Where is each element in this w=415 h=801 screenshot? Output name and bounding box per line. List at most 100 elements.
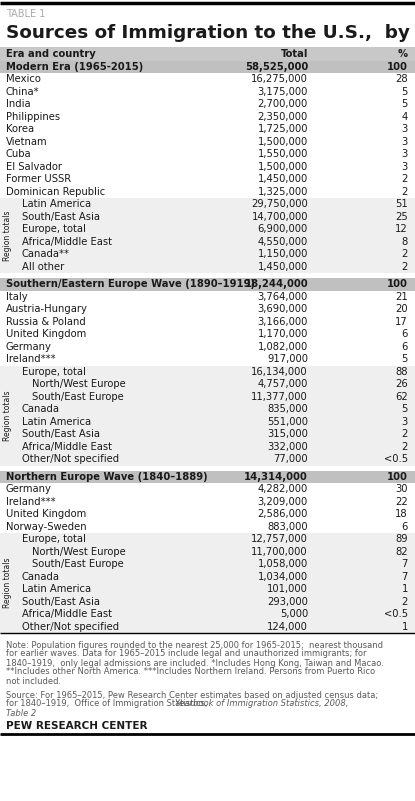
Text: Ireland***: Ireland*** [6, 354, 56, 364]
Text: 89: 89 [395, 534, 408, 544]
Text: 26: 26 [395, 379, 408, 389]
Text: South/East Asia: South/East Asia [22, 597, 100, 606]
Text: Africa/Middle East: Africa/Middle East [22, 610, 112, 619]
Text: 8: 8 [402, 237, 408, 247]
Bar [0, 303, 415, 316]
Text: 4,282,000: 4,282,000 [258, 485, 308, 494]
Text: 77,000: 77,000 [273, 454, 308, 465]
Text: 16,134,000: 16,134,000 [251, 367, 308, 376]
Text: Southern/Eastern Europe Wave (1890–1919): Southern/Eastern Europe Wave (1890–1919) [6, 280, 255, 289]
Text: Philippines: Philippines [6, 112, 60, 122]
Text: El Salvador: El Salvador [6, 162, 62, 171]
Text: 6: 6 [402, 342, 408, 352]
Text: 1,725,000: 1,725,000 [257, 124, 308, 135]
Bar [0, 61, 415, 73]
Text: Italy: Italy [6, 292, 28, 302]
Text: 100: 100 [387, 472, 408, 481]
Text: 4,550,000: 4,550,000 [258, 237, 308, 247]
Text: 2: 2 [402, 187, 408, 197]
Text: 14,700,000: 14,700,000 [251, 211, 308, 222]
Text: 101,000: 101,000 [267, 584, 308, 594]
Text: 2: 2 [402, 262, 408, 272]
Text: 5,000: 5,000 [280, 610, 308, 619]
Text: 2,586,000: 2,586,000 [258, 509, 308, 519]
Text: Note: Population figures rounded to the nearest 25,000 for 1965-2015;  nearest t: Note: Population figures rounded to the … [6, 641, 383, 650]
Text: 1,500,000: 1,500,000 [258, 162, 308, 171]
Text: 3,166,000: 3,166,000 [258, 316, 308, 327]
Text: All other: All other [22, 262, 64, 272]
Text: 7: 7 [402, 559, 408, 570]
Text: Africa/Middle East: Africa/Middle East [22, 441, 112, 452]
Text: 17: 17 [395, 316, 408, 327]
Text: 1840–1919,  only legal admissions are included. *Includes Hong Kong, Taiwan and : 1840–1919, only legal admissions are inc… [6, 658, 384, 667]
Text: Mexico: Mexico [6, 74, 41, 84]
Text: Austria-Hungary: Austria-Hungary [6, 304, 88, 314]
Text: 124,000: 124,000 [267, 622, 308, 632]
Text: Yearbook of Immigration Statistics, 2008,: Yearbook of Immigration Statistics, 2008… [175, 699, 348, 709]
Bar [0, 328, 415, 340]
Bar [0, 135, 415, 148]
Bar [0, 186, 415, 198]
Text: Total: Total [281, 49, 308, 58]
Text: 3,209,000: 3,209,000 [258, 497, 308, 507]
Bar [0, 73, 415, 86]
Bar [0, 483, 415, 496]
Text: Latin America: Latin America [22, 584, 91, 594]
Text: 1,500,000: 1,500,000 [258, 137, 308, 147]
Text: 551,000: 551,000 [267, 417, 308, 427]
Bar [0, 47, 415, 61]
Text: <0.5: <0.5 [384, 454, 408, 465]
Text: 18: 18 [395, 509, 408, 519]
Text: 5: 5 [402, 405, 408, 414]
Text: 51: 51 [395, 199, 408, 209]
Bar [0, 365, 415, 465]
Text: TABLE 1: TABLE 1 [6, 9, 45, 19]
Text: 6,900,000: 6,900,000 [258, 224, 308, 234]
Bar [0, 353, 415, 365]
Text: Region totals: Region totals [3, 210, 12, 261]
Text: Modern Era (1965-2015): Modern Era (1965-2015) [6, 62, 143, 72]
Bar [0, 123, 415, 135]
Text: 3,175,000: 3,175,000 [258, 87, 308, 97]
Text: Region totals: Region totals [3, 390, 12, 441]
Text: 1,450,000: 1,450,000 [258, 262, 308, 272]
Bar [0, 496, 415, 508]
Text: 62: 62 [395, 392, 408, 402]
Text: 2,700,000: 2,700,000 [258, 99, 308, 109]
Text: 21: 21 [395, 292, 408, 302]
Text: 5: 5 [402, 87, 408, 97]
Text: 3: 3 [402, 417, 408, 427]
Text: Sources of Immigration to the U.S.,  by Era: Sources of Immigration to the U.S., by E… [6, 24, 415, 42]
Text: Dominican Republic: Dominican Republic [6, 187, 105, 197]
Text: Latin America: Latin America [22, 199, 91, 209]
Text: Europe, total: Europe, total [22, 367, 86, 376]
Text: 2: 2 [402, 175, 408, 184]
Text: 20: 20 [395, 304, 408, 314]
Text: Table 2: Table 2 [6, 709, 36, 718]
Text: 4: 4 [402, 112, 408, 122]
Text: Korea: Korea [6, 124, 34, 135]
Text: 1,034,000: 1,034,000 [258, 572, 308, 582]
Text: 2: 2 [402, 429, 408, 439]
Text: Northern Europe Wave (1840–1889): Northern Europe Wave (1840–1889) [6, 472, 208, 481]
Text: Europe, total: Europe, total [22, 224, 86, 234]
Text: 1,550,000: 1,550,000 [258, 149, 308, 159]
Text: 1,450,000: 1,450,000 [258, 175, 308, 184]
Text: not included.: not included. [6, 677, 61, 686]
Text: 293,000: 293,000 [267, 597, 308, 606]
Text: 1: 1 [402, 584, 408, 594]
Bar [0, 340, 415, 353]
Text: 88: 88 [395, 367, 408, 376]
Text: 1,170,000: 1,170,000 [258, 329, 308, 340]
Text: 835,000: 835,000 [267, 405, 308, 414]
Text: 16,275,000: 16,275,000 [251, 74, 308, 84]
Text: 11,700,000: 11,700,000 [251, 547, 308, 557]
Text: India: India [6, 99, 31, 109]
Text: Other/Not specified: Other/Not specified [22, 454, 119, 465]
Text: Cuba: Cuba [6, 149, 32, 159]
Text: Source: For 1965–2015, Pew Research Center estimates based on adjusted census da: Source: For 1965–2015, Pew Research Cent… [6, 690, 378, 699]
Text: 2: 2 [402, 597, 408, 606]
Bar [0, 86, 415, 98]
Text: Vietnam: Vietnam [6, 137, 48, 147]
Text: 30: 30 [395, 485, 408, 494]
